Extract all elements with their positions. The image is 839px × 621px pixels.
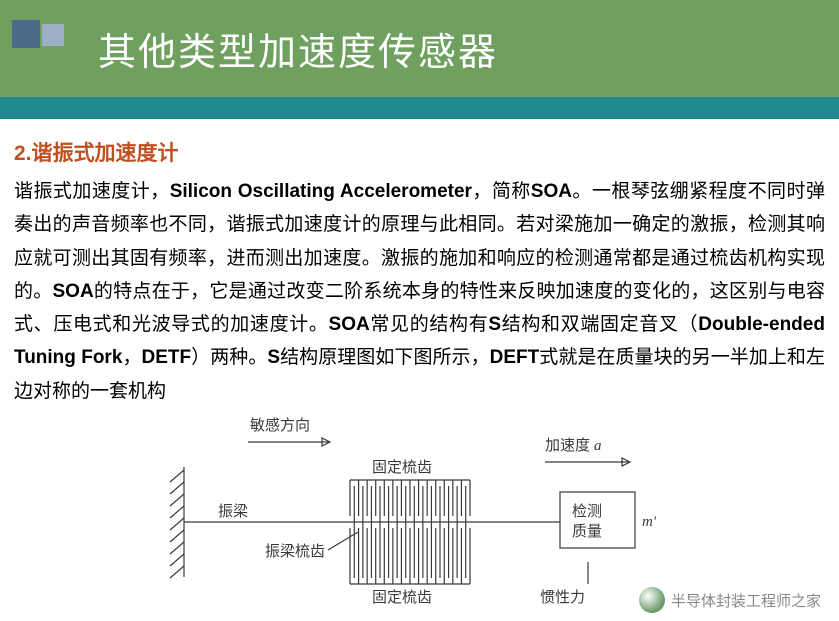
- label-inertia: 惯性力: [540, 589, 585, 606]
- label-beam: 振梁: [218, 503, 248, 520]
- body-paragraph: 谐振式加速度计，Silicon Oscillating Acceleromete…: [14, 175, 825, 408]
- watermark-text: 半导体封装工程师之家: [671, 590, 821, 611]
- header-band: 其他类型加速度传感器: [0, 0, 839, 97]
- label-mass-l2: 质量: [572, 523, 602, 540]
- section-heading: 2.谐振式加速度计: [14, 137, 825, 167]
- slide-title: 其他类型加速度传感器: [98, 21, 498, 76]
- watermark-icon: [639, 587, 665, 613]
- content-area: 2.谐振式加速度计 谐振式加速度计，Silicon Oscillating Ac…: [0, 119, 839, 615]
- label-beam-comb: 振梁梳齿: [265, 543, 325, 560]
- label-fixed-comb-bottom: 固定梳齿: [372, 589, 432, 606]
- label-acceleration: 加速度a: [545, 437, 602, 454]
- leader-beam-comb: [328, 532, 358, 550]
- label-mass-l1: 检测: [572, 503, 602, 520]
- header-logo: [12, 20, 70, 78]
- label-sensitive-dir: 敏感方向: [250, 417, 310, 434]
- watermark: 半导体封装工程师之家: [639, 587, 821, 613]
- soa-diagram-svg: 敏感方向 加速度a 振梁 固定梳齿 固定梳齿 振梁梳齿: [140, 412, 700, 607]
- soa-diagram: 敏感方向 加速度a 振梁 固定梳齿 固定梳齿 振梁梳齿: [140, 412, 700, 607]
- comb-teeth: [350, 480, 470, 584]
- teal-band: [0, 97, 839, 119]
- label-mass-sym: m': [642, 514, 657, 530]
- label-fixed-comb-top: 固定梳齿: [372, 459, 432, 476]
- wall-hatch: [170, 470, 184, 578]
